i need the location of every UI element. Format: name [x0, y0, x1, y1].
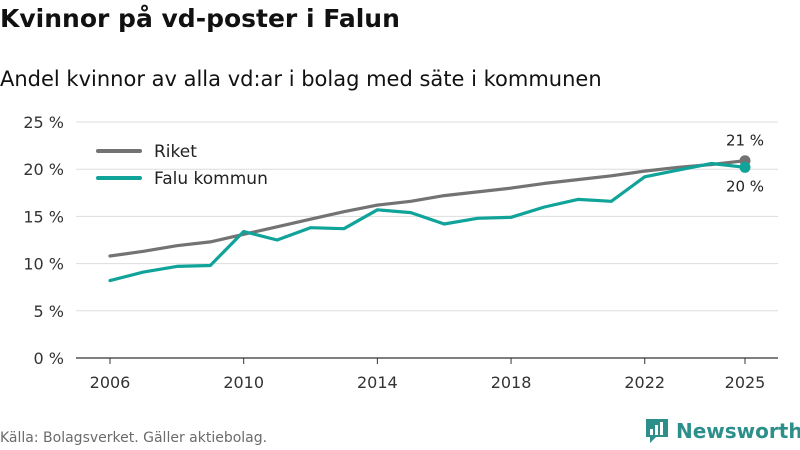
- end-label-falu-kommun: 20 %: [726, 177, 764, 195]
- y-tick-label: 5 %: [34, 302, 64, 321]
- brand-logo: Newsworthy: [644, 417, 800, 445]
- y-tick-label: 25 %: [23, 113, 64, 132]
- x-tick-label: 2025: [725, 373, 766, 392]
- y-tick-label: 15 %: [23, 207, 64, 226]
- y-tick-label: 0 %: [34, 349, 64, 368]
- x-tick-label: 2006: [90, 373, 131, 392]
- legend-label: Riket: [154, 142, 197, 162]
- x-tick-label: 2022: [624, 373, 665, 392]
- x-tick-label: 2018: [491, 373, 532, 392]
- x-tick-label: 2014: [357, 373, 398, 392]
- y-tick-label: 10 %: [23, 255, 64, 274]
- end-marker-falu-kommun: [739, 161, 751, 173]
- x-tick-label: 2010: [223, 373, 264, 392]
- series-line-falu-kommun: [108, 161, 747, 283]
- series-line-riket: [108, 159, 747, 258]
- end-label-riket: 21 %: [726, 132, 764, 150]
- y-tick-label: 20 %: [23, 160, 64, 179]
- legend-label: Falu kommun: [154, 169, 268, 189]
- source-note: Källa: Bolagsverket. Gäller aktiebolag.: [0, 430, 268, 446]
- brand-name: Newsworthy: [676, 419, 800, 443]
- newsworthy-logo-icon: [646, 419, 668, 443]
- chart-subtitle: Andel kvinnor av alla vd:ar i bolag med …: [0, 67, 602, 91]
- chart-title: Kvinnor på vd-poster i Falun: [0, 4, 400, 33]
